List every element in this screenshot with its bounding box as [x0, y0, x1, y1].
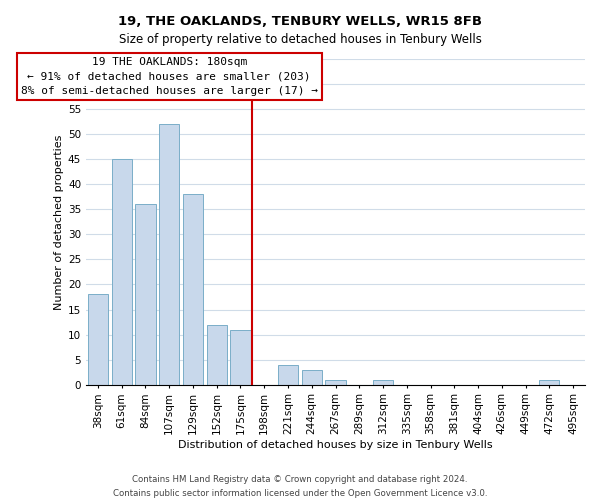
Bar	[159, 124, 179, 384]
Text: 19 THE OAKLANDS: 180sqm
← 91% of detached houses are smaller (203)
8% of semi-de: 19 THE OAKLANDS: 180sqm ← 91% of detache…	[20, 57, 317, 96]
Bar	[183, 194, 203, 384]
Bar	[136, 204, 155, 384]
Bar	[230, 330, 251, 384]
Bar	[373, 380, 393, 384]
Bar	[302, 370, 322, 384]
Bar	[325, 380, 346, 384]
Bar	[539, 380, 559, 384]
Bar	[206, 324, 227, 384]
Y-axis label: Number of detached properties: Number of detached properties	[54, 134, 64, 310]
Bar	[278, 364, 298, 384]
Text: Contains HM Land Registry data © Crown copyright and database right 2024.
Contai: Contains HM Land Registry data © Crown c…	[113, 476, 487, 498]
Bar	[88, 294, 108, 384]
Bar	[112, 159, 132, 384]
Text: Size of property relative to detached houses in Tenbury Wells: Size of property relative to detached ho…	[119, 32, 481, 46]
X-axis label: Distribution of detached houses by size in Tenbury Wells: Distribution of detached houses by size …	[178, 440, 493, 450]
Text: 19, THE OAKLANDS, TENBURY WELLS, WR15 8FB: 19, THE OAKLANDS, TENBURY WELLS, WR15 8F…	[118, 15, 482, 28]
